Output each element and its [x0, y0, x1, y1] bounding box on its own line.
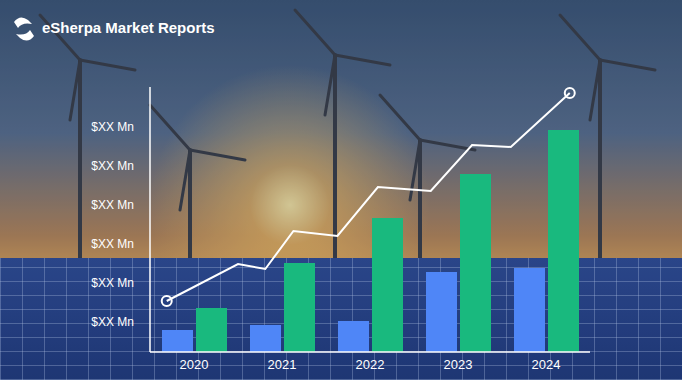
svg-text:2023: 2023 — [444, 357, 473, 372]
html-text:eSherpa Market Reports: eSherpa Market Reports — [42, 19, 215, 36]
svg-text:$XX Mn: $XX Mn — [91, 120, 134, 134]
svg-text:2020: 2020 — [180, 357, 209, 372]
svg-text:$XX Mn: $XX Mn — [91, 276, 134, 290]
svg-text:2021: 2021 — [268, 357, 297, 372]
svg-text:2022: 2022 — [356, 357, 385, 372]
svg-text:$XX Mn: $XX Mn — [91, 315, 134, 329]
svg-text:$XX Mn: $XX Mn — [91, 237, 134, 251]
svg-text:2024: 2024 — [532, 357, 561, 372]
svg-text:$XX Mn: $XX Mn — [91, 159, 134, 173]
svg-text:$XX Mn: $XX Mn — [91, 198, 134, 212]
